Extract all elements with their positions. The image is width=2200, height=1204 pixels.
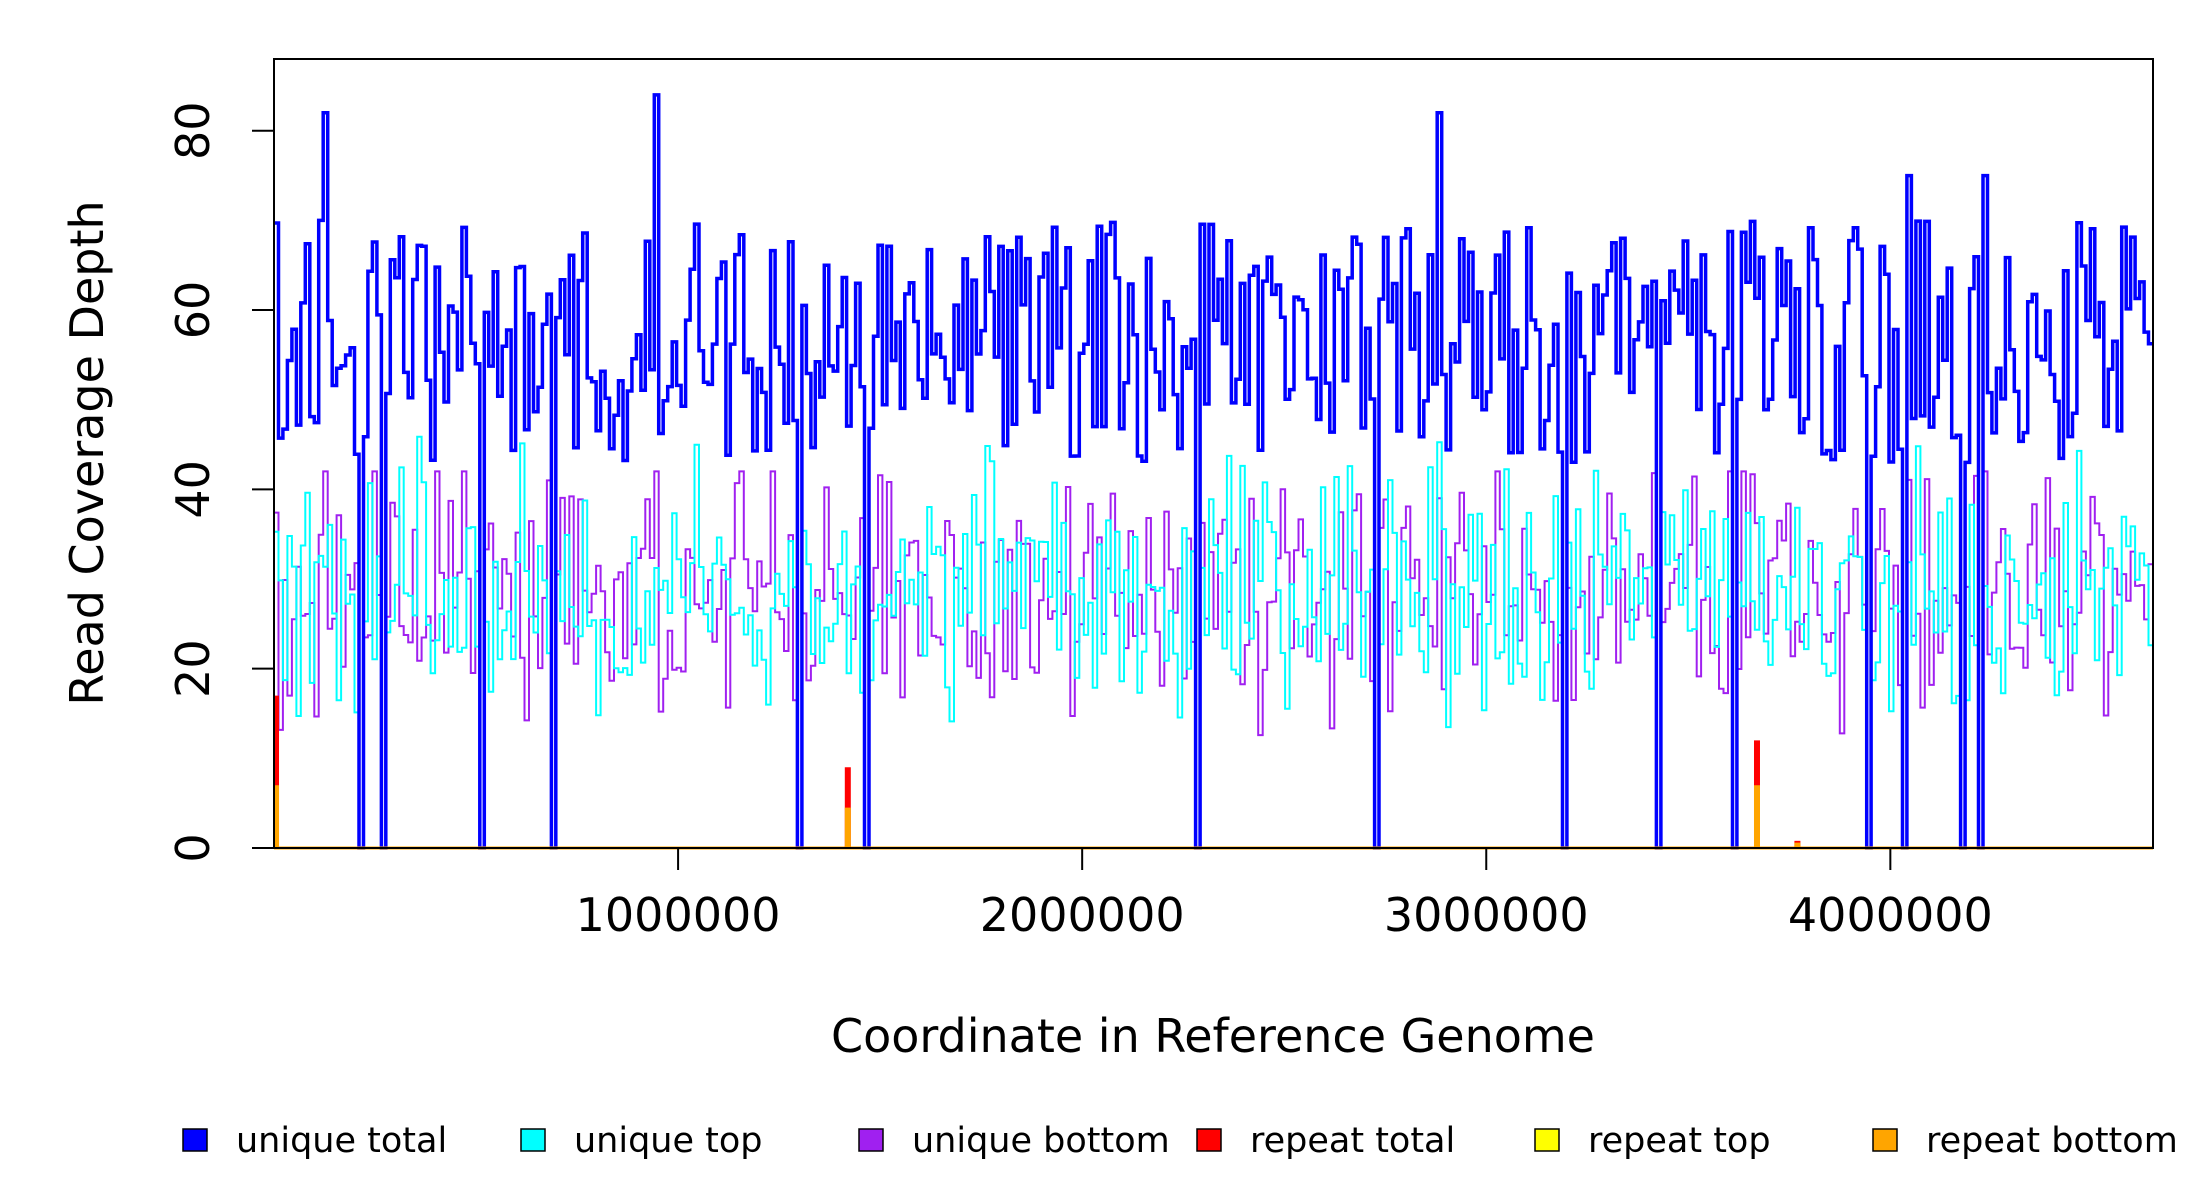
- legend-label: unique bottom: [912, 1121, 1170, 1161]
- axis-layer: 1000000 2000000 3000000 4000000 0 20 40 60 80: [166, 101, 1993, 942]
- y-tick-label: 20: [166, 639, 220, 698]
- unique-total-line: [274, 93, 2153, 850]
- legend-label: unique total: [236, 1121, 447, 1161]
- legend-label: repeat top: [1588, 1121, 1771, 1161]
- y-tick-label: 40: [166, 460, 220, 519]
- y-tick-label: 60: [166, 281, 220, 340]
- legend-label: repeat bottom: [1926, 1121, 2178, 1161]
- legend-swatch: [1196, 1128, 1222, 1152]
- unique-top-line: [274, 435, 2153, 849]
- legend: unique total unique top unique bottom repea…: [182, 1121, 2178, 1161]
- x-axis-title: Coordinate in Reference Genome: [831, 1009, 1595, 1063]
- legend-label: repeat total: [1250, 1121, 1455, 1161]
- legend-label: unique top: [574, 1121, 763, 1161]
- legend-swatch: [1872, 1128, 1898, 1152]
- legend-swatch: [1534, 1128, 1560, 1152]
- legend-swatch: [182, 1128, 208, 1152]
- y-axis-title: Read Coverage Depth: [60, 200, 114, 705]
- x-tick-label: 4000000: [1788, 888, 1993, 942]
- x-tick-label: 2000000: [980, 888, 1185, 942]
- x-tick-label: 1000000: [576, 888, 781, 942]
- x-tick-label: 3000000: [1384, 888, 1589, 942]
- y-tick-label: 80: [166, 101, 220, 160]
- legend-swatch: [520, 1128, 546, 1152]
- series-layer: [273, 93, 2153, 850]
- y-tick-label: 0: [166, 833, 220, 862]
- legend-swatch: [858, 1128, 884, 1152]
